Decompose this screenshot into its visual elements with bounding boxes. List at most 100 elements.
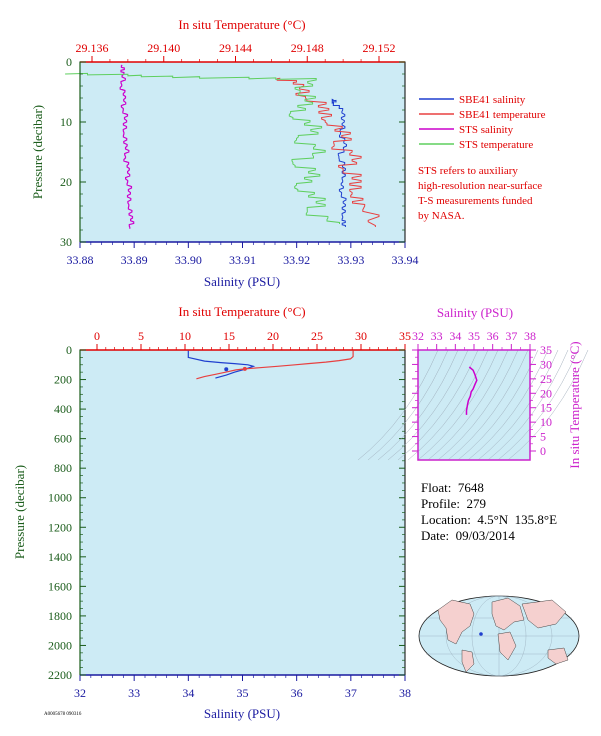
bottom-temp-tick-label: 30: [355, 329, 367, 343]
top-chart: 29.136 29.140 29.144 29.148 29.152 33.88 33.89…: [30, 17, 546, 289]
ts-temp-tick-label: 5: [540, 430, 546, 444]
bottom-temp-tick-label: 10: [179, 329, 191, 343]
float-location-marker: [479, 632, 483, 636]
ts-sal-tick-label: 37: [505, 329, 517, 343]
ts-temp-tick-label: 35: [540, 343, 552, 357]
ts-temp-tick-label: 30: [540, 357, 552, 371]
bottom-pres-tick-label: 200: [54, 373, 72, 387]
ts-temp-tick-label: 20: [540, 386, 552, 400]
top-sal-tick-label: 33.91: [229, 253, 256, 267]
density-contour: [497, 349, 579, 461]
legend-label: SBE41 salinity: [459, 94, 526, 106]
bottom-pres-tick-label: 400: [54, 402, 72, 416]
bottom-series: [187, 350, 354, 380]
bottom-sal-axis-label: Salinity (PSU): [204, 706, 280, 721]
sts-note: STS refers to auxiliary high-resolution …: [418, 165, 542, 222]
bottom-pres-tick-label: 2000: [48, 638, 72, 652]
sts-note-line: T-S measurements funded: [418, 195, 533, 207]
top-pres-tick-label: 10: [60, 115, 72, 129]
density-contour: [507, 349, 589, 461]
top-series: [65, 64, 380, 229]
bottom-pres-tick-label: 1600: [48, 579, 72, 593]
bottom-chart: 0 5 10 15 20 25 30 35 32 33 34 35 36 37 38 0 200 400 600 80…: [12, 304, 411, 721]
ts-sal-tick-label: 33: [431, 329, 443, 343]
bottom-sal-tick-label: 34: [182, 686, 194, 700]
bottom-pres-axis-label: Pressure (decibar): [12, 465, 27, 559]
top-pres-tick-label: 0: [66, 55, 72, 69]
bottom-pres-tick-label: 600: [54, 432, 72, 446]
density-contour: [467, 349, 549, 461]
temperature-marker: [242, 366, 247, 371]
top-pres-tick-label: 30: [60, 235, 72, 249]
top-sal-tick-label: 33.93: [337, 253, 364, 267]
legend-label: STS salinity: [459, 124, 514, 136]
bottom-temp-tick-label: 20: [267, 329, 279, 343]
ts-sal-axis-label: Salinity (PSU): [437, 305, 513, 320]
bottom-plot-area: [80, 350, 405, 675]
ts-temp-tick-label: 15: [540, 401, 552, 415]
bottom-ticks: 0 5 10 15 20 25 30 35 32 33 34 35 36 37 38 0 200 400 600 80…: [48, 329, 411, 700]
bottom-temp-tick-label: 0: [94, 329, 100, 343]
density-contour: [417, 349, 499, 461]
density-contour: [457, 349, 539, 461]
bottom-pres-tick-label: 1000: [48, 491, 72, 505]
top-temp-tick-label: 29.152: [363, 41, 396, 55]
ts-sal-tick-label: 36: [487, 329, 499, 343]
ts-series: [465, 366, 478, 415]
date: Date: 09/03/2014: [421, 528, 515, 543]
top-temp-tick-label: 29.148: [291, 41, 324, 55]
profile-number: Profile: 279: [421, 496, 486, 511]
density-contour: [407, 349, 489, 461]
top-plot-area: [80, 62, 405, 242]
ts-sal-tick-label: 38: [524, 329, 536, 343]
bottom-temperature-line: [196, 350, 354, 380]
map-land: [437, 597, 569, 673]
density-contour: [377, 349, 459, 461]
ts-temp-tick-label: 10: [540, 415, 552, 429]
legend: SBE41 salinity SBE41 temperature STS sal…: [419, 94, 546, 151]
ts-plot-area: [418, 350, 530, 460]
salinity-marker: [224, 367, 229, 372]
legend-label: STS temperature: [459, 139, 533, 151]
bottom-pres-tick-label: 1200: [48, 520, 72, 534]
ts-sal-tick-label: 34: [449, 329, 461, 343]
top-sal-tick-label: 33.88: [67, 253, 94, 267]
bottom-pres-tick-label: 0: [66, 343, 72, 357]
bottom-temp-tick-label: 15: [223, 329, 235, 343]
bottom-pres-tick-label: 2200: [48, 668, 72, 682]
float-number: Float: 7648: [421, 480, 484, 495]
density-contour: [367, 349, 449, 461]
bottom-temp-tick-label: 35: [399, 329, 411, 343]
top-pres-tick-label: 20: [60, 175, 72, 189]
bottom-pres-tick-label: 800: [54, 461, 72, 475]
bottom-sal-tick-label: 37: [345, 686, 357, 700]
top-ticks: 29.136 29.140 29.144 29.148 29.152 33.88 33.89…: [60, 41, 419, 267]
density-contour: [387, 349, 469, 461]
float-info: Float: 7648 Profile: 279 Location: 4.5°N…: [421, 480, 557, 544]
legend-entry: SBE41 salinity: [419, 94, 526, 106]
density-contour: [487, 349, 569, 461]
density-contour: [427, 349, 509, 461]
bottom-sal-tick-label: 36: [291, 686, 303, 700]
top-sal-tick-label: 33.89: [121, 253, 148, 267]
top-temp-tick-label: 29.144: [219, 41, 252, 55]
bottom-pres-tick-label: 1400: [48, 550, 72, 564]
bottom-sal-tick-label: 33: [128, 686, 140, 700]
legend-entry: SBE41 temperature: [419, 109, 546, 121]
legend-entry: STS temperature: [419, 139, 533, 151]
top-pres-axis-label: Pressure (decibar): [30, 105, 45, 199]
bottom-salinity-line: [187, 350, 256, 379]
series-line-sbe41-salinity: [331, 98, 347, 227]
bottom-temp-tick-label: 5: [138, 329, 144, 343]
world-map: [418, 595, 580, 677]
ts-temp-axis-label: In situ Temperature (°C): [567, 341, 582, 468]
footer-code: A0005678 090316: [44, 712, 82, 717]
density-contour: [477, 349, 559, 461]
bottom-sal-tick-label: 32: [74, 686, 86, 700]
bottom-pres-tick-label: 1800: [48, 609, 72, 623]
top-temp-tick-label: 29.136: [76, 41, 109, 55]
series-line-sts-temperature: [65, 72, 340, 224]
top-temp-tick-label: 29.140: [147, 41, 180, 55]
